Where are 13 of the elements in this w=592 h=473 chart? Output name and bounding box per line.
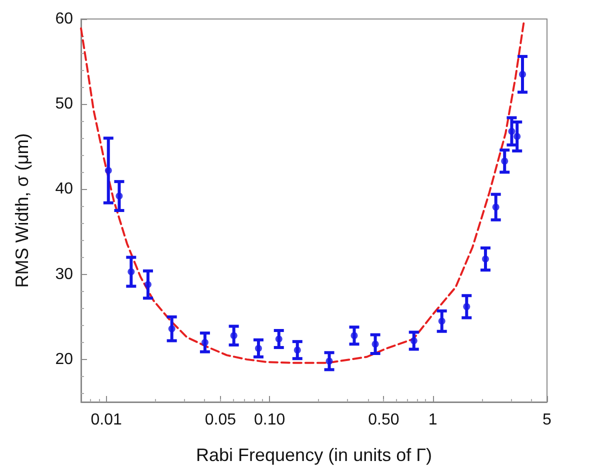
y-tick-label: 20 xyxy=(55,350,74,368)
x-axis-title: Rabi Frequency (in units of Γ) xyxy=(196,445,432,465)
y-tick-label: 50 xyxy=(55,96,74,113)
y-tick-label: 60 xyxy=(55,10,74,28)
x-tick-label: 1 xyxy=(428,412,438,428)
x-tick-label: 0.01 xyxy=(90,412,122,428)
y-tick-label: 30 xyxy=(55,266,74,283)
x-tick-label: 0.10 xyxy=(254,412,286,428)
y-tick-label: 40 xyxy=(55,180,74,198)
y-axis-title: RMS Width, σ (μm) xyxy=(12,133,32,288)
x-tick-label: 0.50 xyxy=(368,412,400,428)
x-tick-label: 5 xyxy=(542,412,552,428)
x-tick-label: 0.05 xyxy=(204,412,236,428)
